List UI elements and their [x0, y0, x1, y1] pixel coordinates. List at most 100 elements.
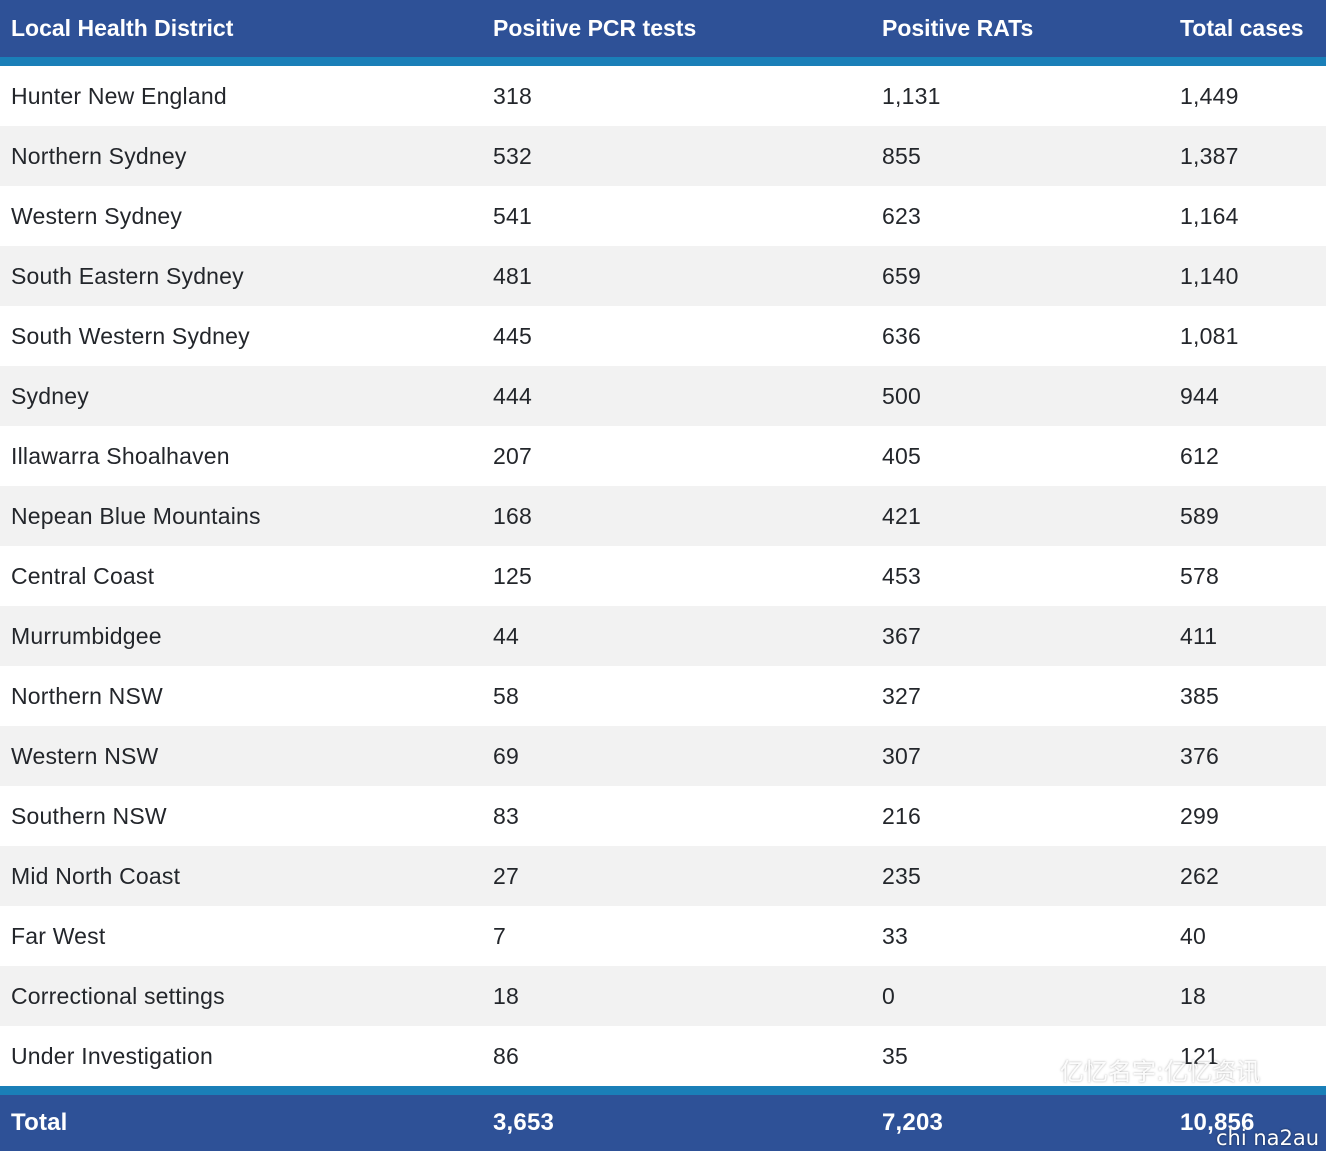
header-accent-stripe [0, 57, 1326, 66]
district-cell: Western NSW [11, 742, 159, 769]
total-cell: 121 [1180, 1042, 1219, 1069]
total-row: Total 3,653 7,203 10,856 [0, 1095, 1326, 1151]
table-row: Northern Sydney 532 855 1,387 [0, 126, 1326, 186]
total-cell: 944 [1180, 382, 1219, 409]
total-cell: 18 [1180, 982, 1206, 1009]
district-cell: Under Investigation [11, 1042, 213, 1069]
total-cell: 1,387 [1180, 142, 1239, 169]
district-cell: Sydney [11, 382, 89, 409]
district-cell: Murrumbidgee [11, 622, 162, 649]
total-cell: 1,140 [1180, 262, 1239, 289]
total-cell: 299 [1180, 802, 1219, 829]
total-cell: 578 [1180, 562, 1219, 589]
total-cell: 1,449 [1180, 82, 1239, 109]
rats-cell: 421 [882, 502, 921, 529]
pcr-cell: 69 [493, 742, 519, 769]
table-row: Under Investigation 86 35 121 [0, 1026, 1326, 1086]
table-row: Mid North Coast 27 235 262 [0, 846, 1326, 906]
pcr-cell: 44 [493, 622, 519, 649]
total-cell: 589 [1180, 502, 1219, 529]
rats-cell: 35 [882, 1042, 908, 1069]
pcr-cell: 207 [493, 442, 532, 469]
table-row: Murrumbidgee 44 367 411 [0, 606, 1326, 666]
table-row: Correctional settings 18 0 18 [0, 966, 1326, 1026]
district-cell: Illawarra Shoalhaven [11, 442, 230, 469]
rats-cell: 235 [882, 862, 921, 889]
rats-cell: 33 [882, 922, 908, 949]
rats-cell: 0 [882, 982, 895, 1009]
district-cell: Southern NSW [11, 802, 167, 829]
pcr-cell: 318 [493, 82, 532, 109]
pcr-cell: 27 [493, 862, 519, 889]
district-cell: Central Coast [11, 562, 155, 589]
table-row: Illawarra Shoalhaven 207 405 612 [0, 426, 1326, 486]
rats-cell: 405 [882, 442, 921, 469]
rats-cell: 659 [882, 262, 921, 289]
district-cell: Correctional settings [11, 982, 225, 1009]
pcr-cell: 445 [493, 322, 532, 349]
table-row: Western NSW 69 307 376 [0, 726, 1326, 786]
total-label: Total [11, 1109, 68, 1136]
footer-accent-stripe [0, 1086, 1326, 1095]
district-cell: South Western Sydney [11, 322, 250, 349]
table-row: Sydney 444 500 944 [0, 366, 1326, 426]
total-pcr: 3,653 [493, 1109, 555, 1136]
rats-cell: 367 [882, 622, 921, 649]
header-pcr: Positive PCR tests [493, 15, 697, 41]
table-row: Central Coast 125 453 578 [0, 546, 1326, 606]
rats-cell: 855 [882, 142, 921, 169]
district-cell: Western Sydney [11, 202, 183, 229]
district-cell: South Eastern Sydney [11, 262, 244, 289]
pcr-cell: 532 [493, 142, 532, 169]
district-cell: Mid North Coast [11, 862, 181, 889]
rats-cell: 623 [882, 202, 921, 229]
pcr-cell: 18 [493, 982, 519, 1009]
table-row: Hunter New England 318 1,131 1,449 [0, 66, 1326, 126]
pcr-cell: 86 [493, 1042, 519, 1069]
total-cell: 612 [1180, 442, 1219, 469]
table-row: South Eastern Sydney 481 659 1,140 [0, 246, 1326, 306]
table-row: Northern NSW 58 327 385 [0, 666, 1326, 726]
district-cell: Far West [11, 922, 106, 949]
rats-cell: 1,131 [882, 82, 941, 109]
rats-cell: 216 [882, 802, 921, 829]
district-cell: Northern Sydney [11, 142, 187, 169]
header-row: Local Health District Positive PCR tests… [0, 0, 1326, 57]
total-cell: 1,081 [1180, 322, 1239, 349]
total-rats: 7,203 [882, 1109, 944, 1136]
total-cell: 376 [1180, 742, 1219, 769]
district-cell: Hunter New England [11, 82, 227, 109]
pcr-cell: 541 [493, 202, 532, 229]
pcr-cell: 83 [493, 802, 519, 829]
watermark-chinese: 亿忆名字:亿忆资讯 [1060, 1058, 1261, 1086]
watermark-latin: chi na2au [1216, 1126, 1320, 1150]
district-cell: Northern NSW [11, 682, 163, 709]
pcr-cell: 168 [493, 502, 532, 529]
table-row: Nepean Blue Mountains 168 421 589 [0, 486, 1326, 546]
rats-cell: 500 [882, 382, 921, 409]
total-cases: 10,856 [1180, 1109, 1255, 1136]
district-cell: Nepean Blue Mountains [11, 502, 261, 529]
header-rats: Positive RATs [882, 15, 1034, 41]
pcr-cell: 481 [493, 262, 532, 289]
table-row: Far West 7 33 40 [0, 906, 1326, 966]
pcr-cell: 125 [493, 562, 532, 589]
header-district: Local Health District [11, 15, 234, 41]
pcr-cell: 7 [493, 922, 506, 949]
total-cell: 411 [1180, 622, 1218, 649]
pcr-cell: 58 [493, 682, 519, 709]
pcr-cell: 444 [493, 382, 532, 409]
total-cell: 1,164 [1180, 202, 1239, 229]
total-cell: 262 [1180, 862, 1219, 889]
header-total: Total cases [1180, 15, 1304, 41]
rats-cell: 307 [882, 742, 921, 769]
table-row: Southern NSW 83 216 299 [0, 786, 1326, 846]
total-cell: 40 [1180, 922, 1206, 949]
total-cell: 385 [1180, 682, 1219, 709]
rats-cell: 453 [882, 562, 921, 589]
table-row: South Western Sydney 445 636 1,081 [0, 306, 1326, 366]
rats-cell: 636 [882, 322, 921, 349]
rats-cell: 327 [882, 682, 921, 709]
table-row: Western Sydney 541 623 1,164 [0, 186, 1326, 246]
